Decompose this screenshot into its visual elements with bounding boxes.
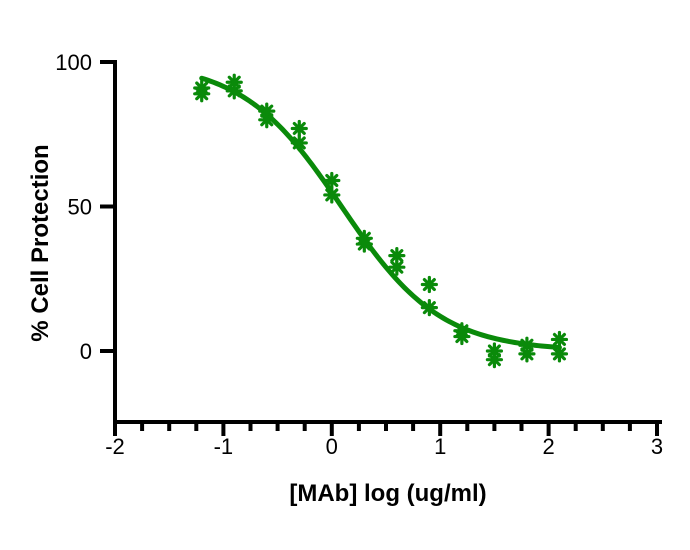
data-point — [193, 85, 211, 103]
y-tick-label: 0 — [80, 339, 92, 364]
x-tick-label: -2 — [105, 434, 125, 459]
fit-curve — [199, 75, 562, 350]
x-tick-label: 3 — [651, 434, 663, 459]
data-point — [518, 345, 536, 363]
fit-curve-layer — [199, 75, 562, 350]
data-point — [258, 111, 276, 129]
data-point — [225, 82, 243, 100]
data-point-center — [198, 90, 205, 97]
data-point — [420, 275, 438, 294]
data-point-center — [523, 350, 530, 357]
data-point-center — [263, 116, 270, 123]
data-point-center — [328, 191, 335, 198]
data-point — [485, 351, 503, 369]
data-point-center — [426, 304, 433, 311]
data-point — [453, 327, 471, 346]
data-point-center — [296, 125, 303, 132]
data-point-center — [361, 241, 368, 248]
axes-layer — [113, 60, 662, 424]
data-point — [323, 186, 341, 204]
data-point-center — [556, 336, 563, 343]
data-point-center — [426, 281, 433, 288]
data-point — [355, 235, 373, 253]
y-tick-label: 100 — [55, 50, 92, 75]
data-point-center — [328, 177, 335, 184]
data-point — [388, 258, 406, 276]
x-axis-title: [MAb] log (ug/ml) — [289, 480, 486, 507]
data-point — [323, 171, 341, 190]
x-tick-label: 2 — [542, 434, 554, 459]
y-tick-label: 50 — [68, 195, 92, 220]
data-point-center — [296, 139, 303, 146]
data-point — [290, 119, 308, 138]
data-point-center — [231, 87, 238, 94]
data-point — [550, 330, 569, 349]
x-tick-label: 0 — [326, 434, 338, 459]
x-tick-label: -1 — [214, 434, 234, 459]
ticks-layer: 0 50 100 -2 -1 0 1 2 3 — [55, 50, 663, 459]
data-point — [290, 134, 308, 152]
data-points-layer — [193, 73, 569, 369]
data-point-center — [393, 264, 400, 271]
data-point — [550, 345, 569, 363]
data-point-center — [393, 252, 400, 259]
y-axis-title: % Cell Protection — [27, 144, 54, 341]
data-point-center — [556, 350, 563, 357]
data-point — [420, 299, 438, 317]
x-tick-label: 1 — [434, 434, 446, 459]
data-point-center — [458, 333, 465, 340]
data-point-center — [491, 356, 498, 363]
